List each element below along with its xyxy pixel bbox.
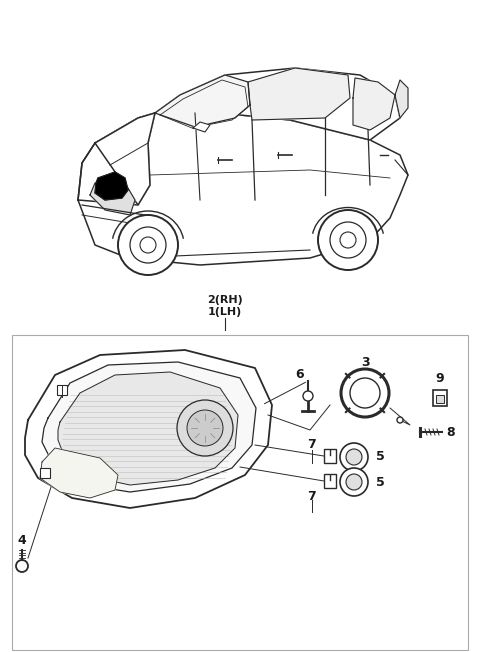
Circle shape xyxy=(140,237,156,253)
Circle shape xyxy=(340,443,368,471)
Bar xyxy=(57,385,67,395)
Bar xyxy=(436,395,444,403)
Bar xyxy=(433,390,447,406)
Text: 5: 5 xyxy=(376,451,385,464)
Polygon shape xyxy=(42,362,256,492)
Text: 5: 5 xyxy=(376,475,385,488)
Circle shape xyxy=(397,417,403,423)
Polygon shape xyxy=(193,122,210,132)
Circle shape xyxy=(303,391,313,401)
Text: 8: 8 xyxy=(446,426,455,439)
Circle shape xyxy=(130,227,166,263)
Circle shape xyxy=(187,410,223,446)
Circle shape xyxy=(318,210,378,270)
Polygon shape xyxy=(58,372,238,485)
Text: 4: 4 xyxy=(18,533,26,546)
Bar xyxy=(324,474,336,488)
Polygon shape xyxy=(95,172,128,200)
Text: 7: 7 xyxy=(308,490,316,503)
Circle shape xyxy=(118,215,178,275)
Polygon shape xyxy=(248,68,350,120)
Bar xyxy=(324,449,336,463)
Circle shape xyxy=(346,474,362,490)
Circle shape xyxy=(346,449,362,465)
Polygon shape xyxy=(155,75,250,127)
Bar xyxy=(12,335,468,650)
Circle shape xyxy=(340,468,368,496)
Text: 2(RH): 2(RH) xyxy=(207,295,243,305)
Text: 7: 7 xyxy=(308,439,316,451)
Text: 6: 6 xyxy=(296,368,304,381)
Polygon shape xyxy=(95,113,155,205)
Circle shape xyxy=(340,232,356,248)
Polygon shape xyxy=(90,183,135,215)
Bar xyxy=(40,468,50,478)
Polygon shape xyxy=(40,448,118,498)
Polygon shape xyxy=(353,78,395,130)
Text: 3: 3 xyxy=(360,355,369,368)
Polygon shape xyxy=(395,80,408,118)
Circle shape xyxy=(330,222,366,258)
Polygon shape xyxy=(25,350,272,508)
Text: 9: 9 xyxy=(436,372,444,385)
Circle shape xyxy=(350,378,380,408)
Text: 1(LH): 1(LH) xyxy=(208,307,242,317)
Circle shape xyxy=(16,560,28,572)
Circle shape xyxy=(341,369,389,417)
Circle shape xyxy=(177,400,233,456)
Polygon shape xyxy=(155,68,400,140)
Polygon shape xyxy=(78,113,155,205)
Polygon shape xyxy=(78,112,408,265)
